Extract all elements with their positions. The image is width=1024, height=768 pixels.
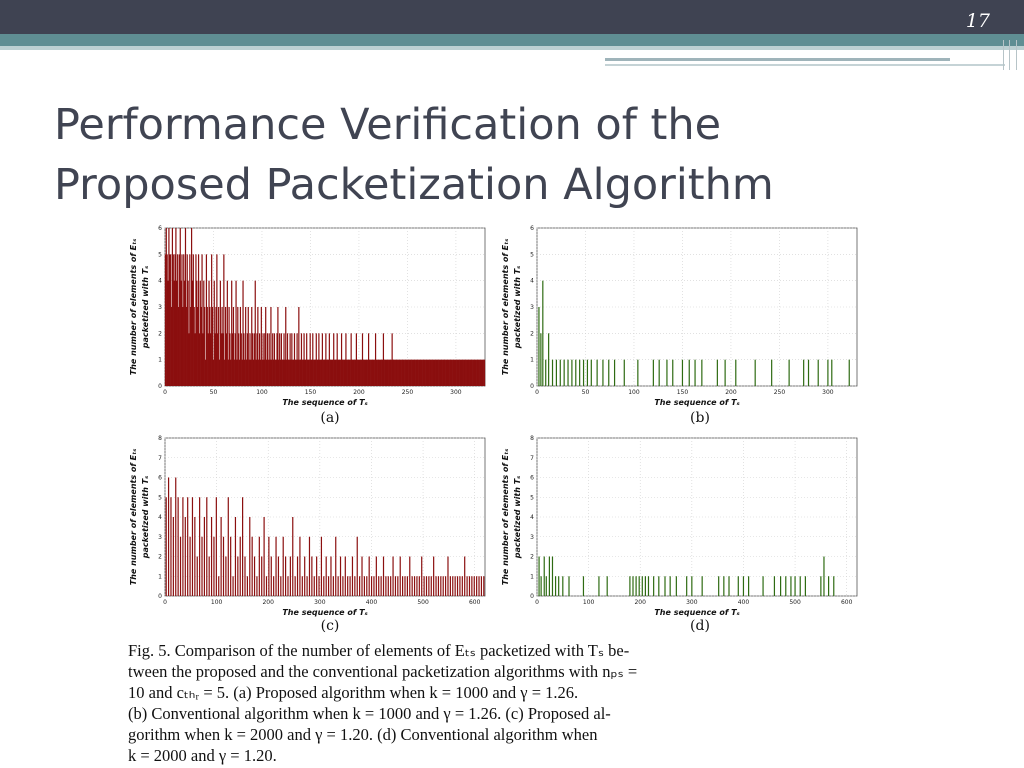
x-axis-label: The sequence of Tₛ — [654, 398, 739, 407]
y-tick-label: 1 — [158, 573, 162, 580]
slide-number: 17 — [965, 10, 990, 32]
y-tick-label: 7 — [530, 455, 534, 462]
y-tick-label: 3 — [158, 304, 162, 311]
y-tick-label: 3 — [158, 534, 162, 541]
y-axis-label: The number of elements of Eₜₛ — [501, 449, 510, 586]
y-tick-label: 8 — [158, 435, 162, 442]
chart-panel-a: 0 50 100 150 200 250 300 0 1 2 3 4 5 6 The sequence of… — [129, 225, 486, 407]
y-tick-label: 7 — [158, 455, 162, 462]
y-tick-label: 2 — [530, 330, 534, 337]
y-axis-label: The number of elements of Eₜₛ — [129, 449, 138, 586]
decor-line — [1009, 40, 1010, 70]
x-tick-label: 150 — [677, 389, 689, 396]
y-tick-label: 1 — [530, 573, 534, 580]
x-tick-label: 400 — [738, 599, 750, 606]
panel-label-d: (d) — [690, 618, 710, 634]
y-axis-label: packetized with Tₛ — [513, 266, 522, 349]
y-axis-label: The number of elements of Eₜₛ — [129, 239, 138, 376]
x-tick-label: 100 — [211, 599, 223, 606]
y-axis-label: packetized with Tₛ — [141, 476, 150, 559]
x-tick-label: 600 — [469, 599, 481, 606]
y-tick-label: 1 — [530, 357, 534, 364]
y-axis-label: packetized with Tₛ — [141, 266, 150, 349]
decor-line — [1016, 40, 1017, 70]
y-tick-label: 6 — [158, 475, 162, 482]
x-tick-label: 600 — [841, 599, 853, 606]
y-tick-label: 4 — [530, 278, 534, 285]
y-tick-label: 3 — [530, 304, 534, 311]
y-tick-label: 6 — [530, 475, 534, 482]
x-tick-label: 0 — [163, 389, 167, 396]
y-tick-label: 0 — [530, 593, 534, 600]
y-tick-label: 4 — [158, 514, 162, 521]
chart-panel-c: 0 100 200 300 400 500 600 0 1 2 3 4 5 6 7 8 The sequence… — [129, 435, 486, 617]
decor-line — [1003, 40, 1004, 70]
x-tick-label: 250 — [402, 389, 414, 396]
y-tick-label: 5 — [530, 494, 534, 501]
x-tick-label: 250 — [774, 389, 786, 396]
top-bar — [0, 0, 1024, 34]
x-tick-label: 300 — [450, 389, 462, 396]
caption-line: Fig. 5. Comparison of the number of elem… — [128, 641, 630, 660]
y-tick-label: 5 — [158, 251, 162, 258]
y-tick-label: 4 — [530, 514, 534, 521]
y-tick-label: 6 — [530, 225, 534, 232]
y-tick-label: 0 — [158, 593, 162, 600]
x-axis-label: The sequence of Tₛ — [282, 398, 367, 407]
x-tick-label: 200 — [634, 599, 646, 606]
y-tick-label: 2 — [158, 554, 162, 561]
x-axis-label: The sequence of Tₛ — [282, 608, 367, 617]
x-tick-label: 50 — [210, 389, 218, 396]
x-tick-label: 400 — [366, 599, 378, 606]
y-tick-label: 2 — [158, 330, 162, 337]
x-tick-label: 200 — [262, 599, 274, 606]
decor-line — [605, 58, 950, 61]
y-tick-label: 8 — [530, 435, 534, 442]
x-tick-label: 200 — [353, 389, 365, 396]
x-tick-label: 300 — [822, 389, 834, 396]
y-tick-label: 0 — [158, 383, 162, 390]
y-tick-label: 1 — [158, 357, 162, 364]
y-tick-label: 5 — [530, 251, 534, 258]
x-tick-label: 100 — [628, 389, 640, 396]
x-tick-label: 100 — [583, 599, 595, 606]
y-tick-label: 0 — [530, 383, 534, 390]
slide-title: Performance Verification of the Proposed… — [54, 95, 954, 215]
figure-caption: Fig. 5. Comparison of the number of elem… — [128, 640, 848, 766]
x-tick-label: 300 — [314, 599, 326, 606]
accent-band — [0, 34, 1024, 46]
x-tick-label: 50 — [582, 389, 590, 396]
y-axis-label: packetized with Tₛ — [513, 476, 522, 559]
y-axis-label: The number of elements of Eₜₛ — [501, 239, 510, 376]
y-tick-label: 2 — [530, 554, 534, 561]
title-line: Performance Verification of the — [54, 100, 722, 150]
x-tick-label: 0 — [535, 389, 539, 396]
title-line: Proposed Packetization Algorithm — [54, 160, 774, 210]
chart-panel-b: 0 50 100 150 200 250 300 0 1 2 3 4 5 6 The sequence of… — [501, 225, 858, 407]
chart-panel-d: 0 100 200 300 400 500 600 0 1 2 3 4 5 6 7 8 The sequence… — [501, 435, 858, 617]
panel-label-c: (c) — [320, 618, 340, 634]
caption-line: (b) Conventional algorithm when k = 1000… — [128, 704, 611, 723]
caption-line: k = 2000 and γ = 1.20. — [128, 746, 277, 765]
caption-line: tween the proposed and the conventional … — [128, 662, 638, 681]
x-tick-label: 200 — [725, 389, 737, 396]
x-tick-label: 500 — [417, 599, 429, 606]
x-tick-label: 0 — [163, 599, 167, 606]
y-tick-label: 6 — [158, 225, 162, 232]
y-tick-label: 5 — [158, 494, 162, 501]
caption-line: gorithm when k = 2000 and γ = 1.20. (d) … — [128, 725, 598, 744]
x-tick-label: 300 — [686, 599, 698, 606]
x-tick-label: 150 — [305, 389, 317, 396]
x-tick-label: 100 — [256, 389, 268, 396]
caption-line: 10 and cₜₕᵣ = 5. (a) Proposed algorithm … — [128, 683, 579, 702]
x-tick-label: 500 — [789, 599, 801, 606]
accent-band-light — [0, 46, 1024, 50]
panel-label-b: (b) — [690, 410, 710, 426]
panel-label-a: (a) — [320, 410, 340, 426]
y-tick-label: 3 — [530, 534, 534, 541]
decor-line — [605, 64, 1005, 66]
y-tick-label: 4 — [158, 278, 162, 285]
x-tick-label: 0 — [535, 599, 539, 606]
x-axis-label: The sequence of Tₛ — [654, 608, 739, 617]
